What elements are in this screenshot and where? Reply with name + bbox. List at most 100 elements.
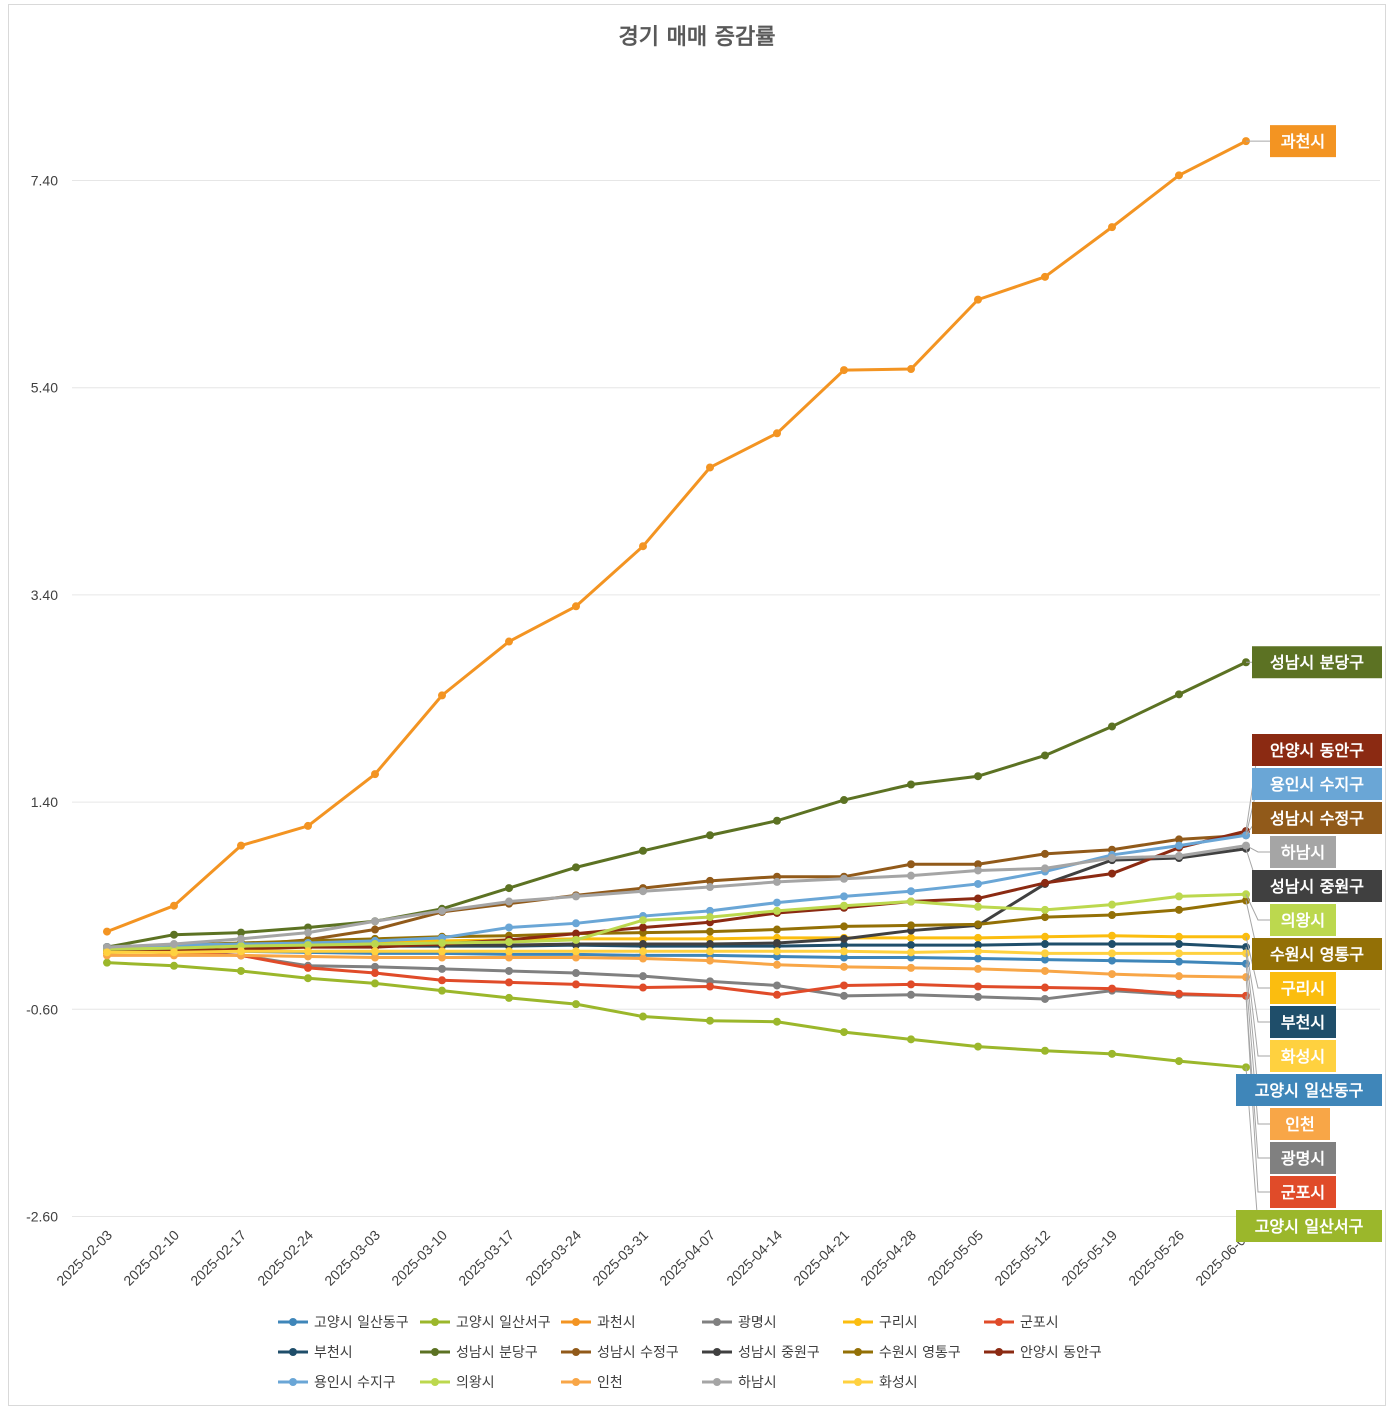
data-point <box>1108 1049 1116 1058</box>
x-axis-ticks: 2025-02-03 2025-02-10 2025-02-17 2025-02-24… <box>53 1227 1254 1289</box>
data-point <box>572 892 580 901</box>
legend-label: 고양시 일산동구 <box>314 1315 409 1331</box>
legend-label: 과천시 <box>597 1315 636 1331</box>
data-point <box>505 937 513 946</box>
data-point <box>1175 949 1183 958</box>
end-label-text: 과천시 <box>1281 132 1325 151</box>
legend-swatch-dot <box>431 1378 439 1386</box>
legend-label: 수원시 영통구 <box>879 1345 961 1361</box>
end-label: 안양시 동안구 <box>1252 734 1382 766</box>
legend-item[interactable]: 의왕시 <box>420 1375 495 1391</box>
legend-swatch-dot <box>854 1378 862 1386</box>
series-line <box>107 953 1247 979</box>
end-label: 성남시 분당구 <box>1252 646 1382 679</box>
legend-label: 인천 <box>597 1375 623 1391</box>
data-point <box>974 295 982 304</box>
x-tick-label: 2025-04-07 <box>656 1227 718 1289</box>
data-point <box>974 920 982 929</box>
legend-item[interactable]: 성남시 중원구 <box>702 1345 820 1361</box>
legend-item[interactable]: 구리시 <box>843 1315 918 1331</box>
legend-item[interactable]: 용인시 수지구 <box>278 1375 396 1391</box>
end-label-text: 고양시 일산동구 <box>1255 1081 1364 1100</box>
data-point <box>1108 722 1116 731</box>
data-point <box>371 917 379 926</box>
legend-item[interactable]: 고양시 일산서구 <box>420 1315 551 1331</box>
data-point <box>639 1012 647 1021</box>
data-point <box>572 969 580 978</box>
data-point <box>505 923 513 932</box>
end-label-box <box>1270 836 1336 868</box>
legend-item[interactable]: 광명시 <box>702 1315 777 1331</box>
data-point <box>907 871 915 880</box>
legend-item[interactable]: 부천시 <box>278 1345 353 1361</box>
legend-label: 안양시 동안구 <box>1020 1345 1102 1361</box>
end-label: 부천시 <box>1270 1006 1336 1038</box>
data-point <box>572 947 580 956</box>
y-axis-ticks: -2.60 -0.60 1.40 3.40 5.40 7.40 <box>26 173 58 1225</box>
leader-line <box>1245 977 1270 1125</box>
legend-swatch-dot <box>572 1318 580 1326</box>
data-point <box>1175 1057 1183 1066</box>
data-point <box>773 960 781 969</box>
data-point <box>505 637 513 646</box>
end-label-box <box>1270 1108 1330 1140</box>
legend-swatch-dot <box>713 1318 721 1326</box>
legend-item[interactable]: 군포시 <box>984 1315 1059 1331</box>
legend-item[interactable]: 성남시 분당구 <box>420 1345 538 1361</box>
end-label: 고양시 일산서구 <box>1236 1210 1382 1242</box>
data-point <box>1041 940 1049 949</box>
data-point <box>505 947 513 956</box>
data-point <box>840 796 848 805</box>
legend-label: 화성시 <box>879 1375 918 1391</box>
legend-item[interactable]: 하남시 <box>702 1375 777 1391</box>
data-point <box>103 927 111 936</box>
legend-item[interactable]: 화성시 <box>843 1375 918 1391</box>
legend-item[interactable]: 과천시 <box>561 1315 636 1331</box>
legend-item[interactable]: 성남시 수정구 <box>561 1345 679 1361</box>
data-point <box>907 780 915 789</box>
legend-item[interactable]: 인천 <box>561 1375 623 1391</box>
data-point <box>974 860 982 869</box>
legend-item[interactable]: 수원시 영통구 <box>843 1345 961 1361</box>
end-label: 구리시 <box>1270 972 1336 1004</box>
data-point <box>304 941 312 950</box>
legend-swatch-dot <box>854 1318 862 1326</box>
data-point <box>639 983 647 992</box>
data-point <box>1108 940 1116 949</box>
data-point <box>974 982 982 991</box>
end-label-text: 수원시 영통구 <box>1270 945 1364 964</box>
leader-line <box>1245 936 1270 989</box>
end-label: 화성시 <box>1270 1040 1336 1072</box>
series-line <box>106 139 1247 933</box>
legend-label: 의왕시 <box>456 1375 495 1391</box>
y-tick-label: 5.40 <box>31 380 58 396</box>
series-군포시 <box>103 945 1250 1000</box>
legend-item[interactable]: 안양시 동안구 <box>984 1345 1102 1361</box>
data-point <box>639 916 647 925</box>
data-point <box>974 866 982 875</box>
data-point <box>1175 841 1183 850</box>
series-화성시 <box>103 947 1250 958</box>
legend-item[interactable]: 고양시 일산동구 <box>278 1315 409 1331</box>
x-tick-label: 2025-02-03 <box>53 1227 115 1289</box>
legend-label: 성남시 수정구 <box>597 1345 679 1361</box>
data-point <box>706 831 714 840</box>
data-point <box>907 887 915 896</box>
data-point <box>1041 932 1049 941</box>
data-point <box>907 941 915 950</box>
data-point <box>505 897 513 906</box>
end-label-box <box>1252 734 1382 766</box>
data-point <box>773 938 781 947</box>
data-point <box>572 602 580 611</box>
series-고양시-일산서구 <box>103 958 1250 1072</box>
data-point <box>840 941 848 950</box>
data-point <box>1175 957 1183 966</box>
end-label-text: 군포시 <box>1281 1183 1325 1202</box>
data-point <box>505 978 513 987</box>
end-label-text: 안양시 동안구 <box>1270 741 1364 760</box>
data-point <box>706 883 714 892</box>
leader-line <box>1245 953 1270 1057</box>
y-tick-label: 7.40 <box>31 173 58 189</box>
end-label: 군포시 <box>1270 1176 1336 1208</box>
leader-line <box>1245 995 1270 1193</box>
